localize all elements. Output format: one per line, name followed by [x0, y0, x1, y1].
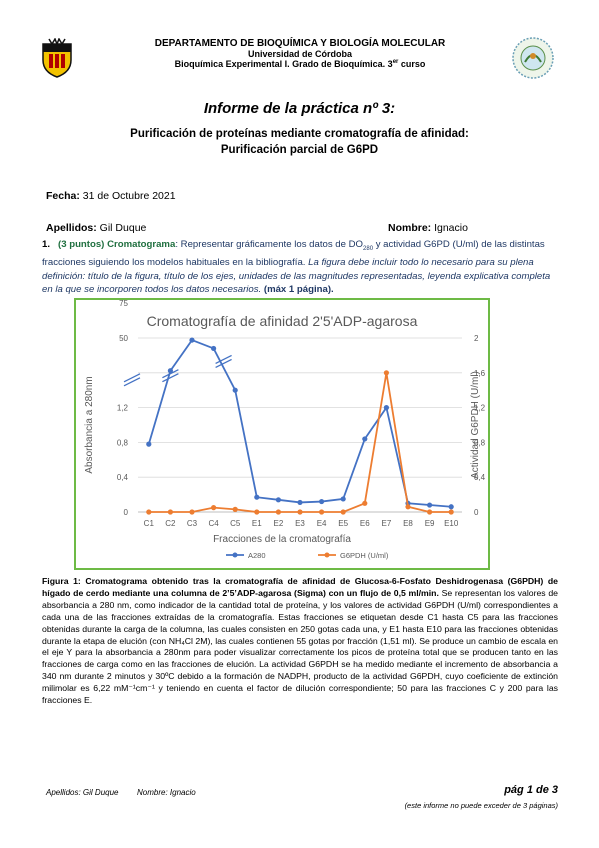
data-point: [427, 509, 433, 515]
x-tick-label: C4: [208, 519, 219, 528]
document-header: DEPARTAMENTO DE BIOQUÍMICA Y BIOLOGÍA MO…: [120, 38, 480, 69]
report-title: Informe de la práctica nº 3:: [203, 100, 396, 117]
x-tick-label: E1: [252, 519, 262, 528]
left-axis-title: Absorbancia a 280nm: [84, 376, 95, 473]
x-tick-label: C5: [230, 519, 241, 528]
data-point: [232, 506, 238, 512]
chart-title: Cromatografía de afinidad 2'5'ADP-agaros…: [147, 313, 418, 329]
page-limit-note: (este informe no puede exceder de 3 pági…: [404, 801, 558, 810]
chromatography-chart: Cromatografía de afinidad 2'5'ADP-agaros…: [84, 299, 486, 560]
data-point: [405, 504, 411, 510]
page-number: pág 1 de 3: [504, 784, 558, 796]
axis-break-mark: [215, 358, 232, 369]
axis-break-mark: [162, 373, 179, 383]
left-tick-label: 50: [119, 334, 128, 343]
data-point: [448, 504, 454, 510]
data-point: [146, 441, 152, 447]
data-point: [297, 499, 303, 506]
report-subtitle: Purificación de proteínas mediante croma…: [130, 128, 469, 156]
left-tick-label: 75: [119, 300, 128, 308]
data-point: [146, 509, 152, 515]
axis-break-mark: [215, 354, 232, 365]
x-tick-label: E7: [382, 519, 392, 528]
department-seal-logo: [511, 36, 555, 80]
x-tick-label: E3: [295, 519, 305, 528]
data-point: [232, 387, 238, 393]
left-tick-label: 0,8: [117, 438, 129, 447]
data-point: [211, 345, 217, 352]
right-tick-label: 1,6: [474, 369, 486, 378]
data-point: [211, 505, 217, 511]
date-line: Fecha: 31 de Octubre 2021: [46, 190, 176, 202]
x-tick-label: E9: [425, 519, 435, 528]
axis-break-mark: [123, 377, 141, 387]
university-crest-logo: [40, 37, 74, 78]
data-point: [319, 498, 325, 505]
right-tick-label: 0,8: [474, 438, 486, 447]
data-point: [427, 502, 433, 508]
university-name: Universidad de Córdoba: [247, 49, 353, 59]
right-tick-label: 2: [474, 334, 479, 343]
footer-surname: Apellidos: Gil Duque: [46, 788, 119, 797]
data-point: [362, 500, 368, 506]
chart-frame: Cromatografía de afinidad 2'5'ADP-agaros…: [74, 298, 490, 570]
x-tick-label: E5: [338, 519, 348, 528]
legend-marker: [324, 552, 330, 558]
axis-break-mark: [123, 373, 141, 383]
left-tick-label: 0: [124, 508, 129, 517]
department-name: DEPARTAMENTO DE BIOQUÍMICA Y BIOLOGÍA MO…: [154, 38, 446, 49]
data-point: [362, 436, 368, 442]
x-tick-label: E2: [274, 519, 284, 528]
right-tick-label: 1,2: [474, 404, 486, 413]
data-point: [383, 405, 389, 411]
left-tick-label: 1,2: [117, 404, 129, 413]
legend-label: G6PDH (U/ml): [340, 551, 389, 560]
right-axis-title: Actividad G6PDH (U/ml): [470, 371, 481, 479]
data-point: [297, 509, 303, 515]
x-tick-label: C2: [165, 519, 176, 528]
data-point: [254, 509, 260, 515]
legend-label: A280: [248, 551, 266, 560]
course-name: Bioquímica Experimental I. Grado de Bioq…: [174, 59, 426, 69]
figure-caption: Figura 1: Cromatograma obtenido tras la …: [42, 576, 558, 706]
x-axis-title: Fracciones de la cromatografía: [213, 534, 351, 545]
data-point: [167, 368, 173, 374]
x-tick-label: E4: [317, 519, 327, 528]
x-tick-label: E8: [403, 519, 413, 528]
legend-marker: [232, 552, 238, 558]
data-point: [189, 509, 195, 515]
data-point: [340, 496, 346, 502]
data-point: [275, 509, 281, 515]
x-tick-label: C3: [187, 519, 198, 528]
data-point: [254, 494, 260, 500]
right-tick-label: 0,4: [474, 473, 486, 482]
x-tick-label: E10: [444, 519, 459, 528]
left-tick-label: 0,4: [117, 473, 129, 482]
data-point: [448, 509, 454, 515]
surname-line: Apellidos: Gil Duque: [46, 222, 147, 234]
axis-break-mark: [162, 369, 179, 379]
name-line: Nombre: Ignacio: [388, 222, 468, 234]
data-point: [319, 509, 325, 515]
question-1: 1. (3 puntos) Cromatograma: Representar …: [42, 239, 551, 296]
data-point: [189, 337, 195, 343]
x-tick-label: E6: [360, 519, 370, 528]
series-line-A280: [147, 338, 452, 508]
right-tick-label: 0: [474, 508, 479, 517]
footer-name: Nombre: Ignacio: [137, 788, 196, 797]
data-point: [167, 509, 173, 515]
data-point: [383, 370, 389, 376]
data-point: [340, 509, 346, 515]
data-point: [275, 497, 281, 503]
x-tick-label: C1: [144, 519, 155, 528]
